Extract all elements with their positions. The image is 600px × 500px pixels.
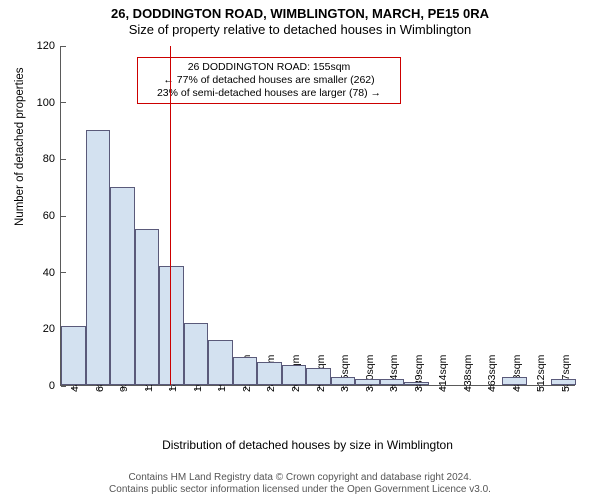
histogram-bar <box>110 187 135 385</box>
y-tick-label: 0 <box>49 380 61 392</box>
x-tick-label: 340sqm <box>364 355 376 392</box>
x-tick-label: 512sqm <box>535 355 547 392</box>
histogram-bar <box>86 130 111 385</box>
y-tick-label: 40 <box>43 267 61 279</box>
x-tick-label: 438sqm <box>462 355 474 392</box>
page-title: 26, DODDINGTON ROAD, WIMBLINGTON, MARCH,… <box>0 6 600 21</box>
y-tick-label: 60 <box>43 210 61 222</box>
footer: Contains HM Land Registry data © Crown c… <box>0 472 600 496</box>
histogram-bar <box>404 382 429 385</box>
x-tick-label: 414sqm <box>437 355 449 392</box>
x-tick-label: 389sqm <box>413 355 425 392</box>
y-tick <box>61 102 66 103</box>
y-tick <box>61 46 66 47</box>
x-tick-label: 488sqm <box>511 355 523 392</box>
y-tick <box>61 216 66 217</box>
histogram-bar <box>551 379 576 385</box>
histogram-bar <box>380 379 405 385</box>
histogram-bar <box>184 323 209 385</box>
y-tick-label: 120 <box>37 40 61 52</box>
y-tick <box>61 159 66 160</box>
histogram-bar <box>208 340 233 385</box>
footer-line-2: Contains public sector information licen… <box>0 484 600 496</box>
annotation-line-3: 23% of semi-detached houses are larger (… <box>144 87 394 100</box>
y-tick-label: 20 <box>43 323 61 335</box>
histogram-bar <box>306 368 331 385</box>
y-tick-label: 100 <box>37 97 61 109</box>
histogram-bar <box>331 377 356 386</box>
y-tick <box>61 272 66 273</box>
histogram-bar <box>61 326 86 386</box>
plot-area: 26 DODDINGTON ROAD: 155sqm ← 77% of deta… <box>60 46 575 386</box>
page-subtitle: Size of property relative to detached ho… <box>0 22 600 37</box>
histogram-bar <box>135 229 160 385</box>
marker-line <box>170 46 171 385</box>
x-tick-label: 315sqm <box>339 355 351 392</box>
histogram-bar <box>233 357 258 385</box>
histogram-chart: Number of detached properties 26 DODDING… <box>30 46 585 446</box>
x-tick-label: 364sqm <box>388 355 400 392</box>
histogram-bar <box>159 266 184 385</box>
x-tick-label: 463sqm <box>486 355 498 392</box>
y-tick <box>61 386 66 387</box>
annotation-line-1: 26 DODDINGTON ROAD: 155sqm <box>144 61 394 74</box>
histogram-bar <box>502 377 527 386</box>
annotation-box: 26 DODDINGTON ROAD: 155sqm ← 77% of deta… <box>137 57 401 104</box>
x-tick-label: 537sqm <box>560 355 572 392</box>
footer-line-1: Contains HM Land Registry data © Crown c… <box>0 472 600 484</box>
y-axis-label: Number of detached properties <box>14 67 26 226</box>
histogram-bar <box>257 362 282 385</box>
annotation-line-2: ← 77% of detached houses are smaller (26… <box>144 74 394 87</box>
histogram-bar <box>282 365 307 385</box>
histogram-bar <box>355 379 380 385</box>
x-axis-label: Distribution of detached houses by size … <box>30 438 585 452</box>
y-tick-label: 80 <box>43 153 61 165</box>
